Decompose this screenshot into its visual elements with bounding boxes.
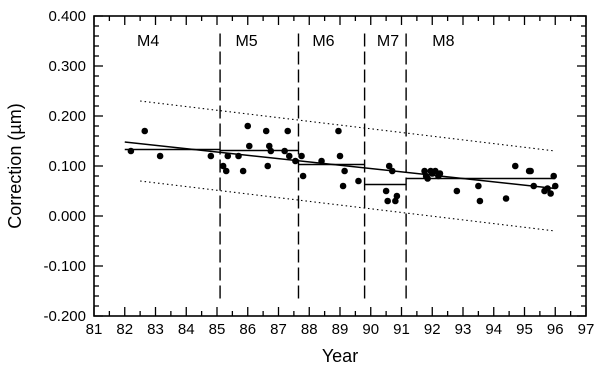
data-point	[530, 182, 538, 190]
data-point	[384, 197, 391, 205]
data-point	[141, 127, 149, 135]
data-point	[424, 175, 431, 182]
x-tick-label: 96	[547, 321, 564, 338]
x-tick-label: 92	[424, 321, 441, 338]
x-tick-label: 81	[86, 321, 103, 338]
x-tick-label: 94	[485, 321, 502, 338]
fit-lines	[124, 141, 556, 190]
data-point	[436, 170, 444, 177]
x-tick-label: 82	[116, 321, 133, 338]
data-point	[262, 127, 270, 135]
data-points	[127, 122, 559, 205]
y-tick-label: 0.200	[48, 108, 86, 125]
data-point	[551, 182, 559, 190]
data-point	[299, 172, 307, 180]
x-tick-label: 83	[147, 321, 164, 338]
y-tick-label: 0.400	[48, 8, 86, 25]
data-point	[239, 167, 247, 175]
data-point	[547, 190, 554, 197]
data-point	[421, 167, 428, 175]
plot-frame	[93, 15, 587, 317]
data-point	[235, 152, 242, 160]
data-point	[502, 195, 510, 202]
y-tick-label: -0.200	[43, 308, 86, 325]
y-axis-title: Correction (µm)	[5, 103, 25, 228]
data-point	[388, 167, 396, 175]
data-point	[284, 127, 292, 135]
axis-ticks	[93, 15, 587, 317]
data-point	[341, 167, 348, 175]
data-point	[336, 152, 344, 160]
y-tick-label: 0.000	[48, 208, 86, 225]
data-point	[127, 147, 135, 155]
data-point	[339, 182, 347, 190]
model-label: M6	[312, 33, 334, 50]
x-tick-label: 86	[239, 321, 256, 338]
data-point	[245, 142, 253, 150]
y-tick-label: 0.100	[48, 158, 86, 175]
data-point	[385, 162, 393, 170]
x-tick-label: 87	[270, 321, 287, 338]
data-point	[453, 187, 461, 195]
data-point	[475, 182, 482, 190]
data-point	[265, 142, 273, 150]
x-tick-label: 85	[209, 321, 226, 338]
data-point	[292, 157, 299, 165]
x-tick-label: 90	[362, 321, 379, 338]
y-tick-label: 0.300	[48, 58, 86, 75]
upper-band-line	[140, 100, 556, 152]
data-point	[527, 167, 534, 175]
y-axis-title-prefix: Correction (	[5, 135, 25, 229]
x-tick-label: 88	[301, 321, 318, 338]
x-tick-label: 84	[178, 321, 195, 338]
x-tick-label: 91	[393, 321, 410, 338]
data-point	[224, 152, 232, 160]
model-labels: M4 M5 M6 M7 M8	[137, 33, 455, 50]
data-point	[298, 152, 305, 160]
lower-band-line	[140, 180, 556, 232]
data-point	[544, 185, 551, 192]
model-label: M5	[235, 33, 257, 50]
data-point	[392, 197, 399, 205]
data-point	[281, 147, 288, 155]
model-label: M4	[137, 33, 159, 50]
data-point	[393, 192, 401, 200]
data-point	[318, 157, 325, 165]
data-point	[219, 162, 227, 170]
data-point	[207, 152, 215, 160]
data-point	[267, 147, 275, 155]
data-point	[382, 187, 390, 195]
data-point	[335, 127, 342, 135]
data-point	[355, 177, 362, 185]
data-point	[511, 162, 519, 170]
data-point	[264, 162, 272, 170]
y-axis-title-mu: µ	[5, 124, 25, 134]
y-tick-label: -0.100	[43, 258, 86, 275]
model-label: M8	[432, 33, 454, 50]
data-point	[285, 152, 293, 160]
y-axis-title-suffix: m)	[5, 103, 25, 124]
x-tick-label: 95	[516, 321, 533, 338]
data-point	[550, 172, 558, 180]
x-tick-label: 93	[455, 321, 472, 338]
x-tick-label: 97	[578, 321, 595, 338]
x-axis-title: Year	[322, 346, 358, 366]
x-tick-labels: 81 82 83 84 85 86 87 88 89 90 91 92 93 94 95 96 97	[86, 321, 595, 338]
data-point	[476, 197, 484, 205]
y-tick-labels: -0.200 -0.100 0.000 0.100 0.200 0.300 0.400	[43, 8, 86, 325]
model-label: M7	[377, 33, 399, 50]
data-point	[156, 152, 164, 160]
x-tick-label: 89	[332, 321, 349, 338]
data-point	[244, 122, 252, 130]
data-point	[222, 167, 230, 175]
